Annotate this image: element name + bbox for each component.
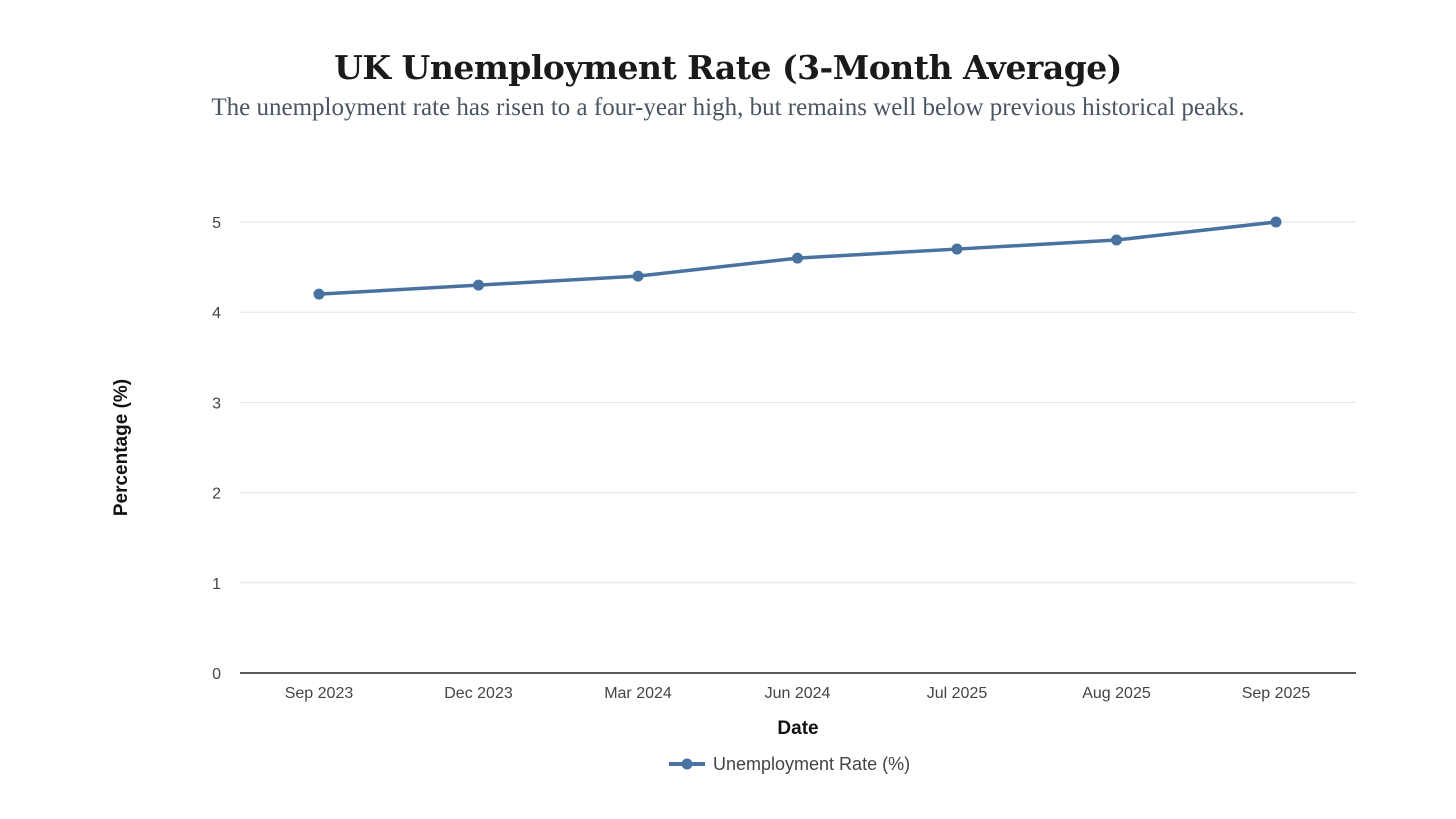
y-axis-ticks: 0 1 2 3 4 5 xyxy=(212,215,221,683)
x-tick-label: Sep 2025 xyxy=(1242,685,1311,702)
y-tick-label: 5 xyxy=(212,215,221,232)
x-axis-label: Date xyxy=(777,718,818,739)
x-tick-label: Dec 2023 xyxy=(444,685,513,702)
data-point xyxy=(473,279,484,291)
legend-label: Unemployment Rate (%) xyxy=(713,754,910,774)
chart-title: UK Unemployment Rate (3-Month Average) xyxy=(334,48,1122,87)
x-tick-label: Jun 2024 xyxy=(765,685,831,702)
legend-swatch-marker xyxy=(681,758,693,770)
gridlines xyxy=(240,221,1356,584)
x-tick-label: Sep 2023 xyxy=(285,685,354,702)
y-tick-label: 3 xyxy=(212,395,221,412)
data-point xyxy=(792,252,803,264)
y-axis-label: Percentage (%) xyxy=(111,379,132,516)
y-tick-label: 0 xyxy=(212,666,221,683)
x-tick-label: Mar 2024 xyxy=(604,685,672,702)
y-tick-label: 1 xyxy=(212,576,221,593)
series-layer xyxy=(313,216,1282,300)
x-axis-ticks: Sep 2023 Dec 2023 Mar 2024 Jun 2024 Jul 2025… xyxy=(285,685,1311,702)
x-tick-label: Jul 2025 xyxy=(927,685,988,702)
chart-subtitle: The unemployment rate has risen to a fou… xyxy=(211,94,1245,121)
y-tick-label: 4 xyxy=(212,305,221,322)
data-point xyxy=(1270,216,1282,228)
x-tick-label: Aug 2025 xyxy=(1082,685,1151,702)
data-point xyxy=(951,243,963,255)
y-tick-label: 2 xyxy=(212,486,221,503)
data-point xyxy=(632,270,644,282)
legend[interactable]: Unemployment Rate (%) xyxy=(669,754,910,774)
data-point xyxy=(313,288,325,300)
data-point xyxy=(1111,234,1122,246)
